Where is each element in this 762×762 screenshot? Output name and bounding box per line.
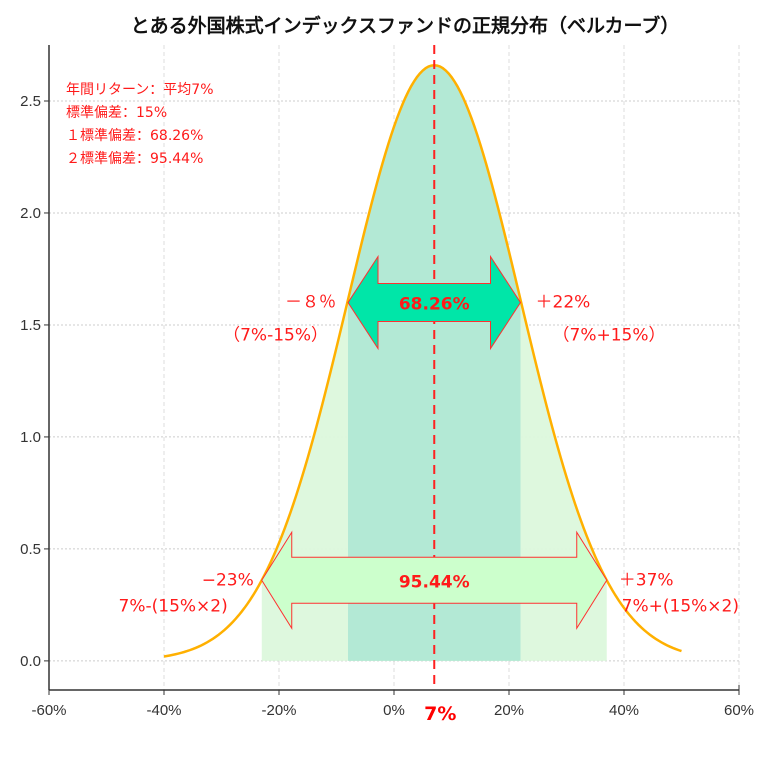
right-label-1sigma: ＋22% — [536, 293, 591, 313]
y-tick-label: 0.5 — [20, 541, 41, 558]
y-tick-label: 2.0 — [20, 205, 41, 222]
y-tick-label: 1.5 — [20, 317, 41, 334]
arrow-label-1sigma: 68.26% — [399, 295, 470, 315]
right-label-2sigma: ＋37% — [619, 570, 674, 590]
x-tick-label: 0% — [383, 702, 405, 719]
x-tick-label: -20% — [261, 702, 296, 719]
x-tick-label: 40% — [609, 702, 639, 719]
x-tick-label: 60% — [724, 702, 754, 719]
x-tick-label: -60% — [31, 702, 66, 719]
axes: -60% -40% -20% 0% 20% 40% 60% 0.0 0.5 1.0 1.5 2.0 2.… — [20, 45, 754, 725]
left-sublabel-1sigma: （7%-15%） — [223, 326, 328, 346]
arrow-2sigma — [261, 530, 608, 631]
chart-title: とある外国株式インデックスファンドの正規分布（ベルカーブ） — [131, 14, 680, 37]
annotation-1sigma: １標準偏差：68.26% — [66, 128, 203, 144]
arrow-1sigma — [347, 254, 522, 351]
x-tick-label: -40% — [146, 702, 181, 719]
annotation-std: 標準偏差：15% — [66, 105, 167, 121]
mean-tick-label: 7% — [424, 703, 456, 725]
left-label-1sigma: －８％ — [285, 293, 336, 313]
right-sublabel-2sigma: 7%+(15%×2) — [622, 596, 739, 616]
bell-curve-line — [163, 63, 682, 658]
arrow-label-2sigma: 95.44% — [399, 572, 470, 592]
y-tick-label: 0.0 — [20, 653, 41, 670]
right-sublabel-1sigma: （7%+15%） — [553, 326, 666, 346]
annotation-return: 年間リターン：平均7% — [66, 82, 214, 98]
x-tick-label: 20% — [494, 702, 524, 719]
y-tick-label: 1.0 — [20, 429, 41, 446]
annotation-2sigma: ２標準偏差：95.44% — [66, 151, 203, 167]
y-tick-label: 2.5 — [20, 93, 41, 110]
arrows: 68.26% －８％ （7%-15%） ＋22% （7%+15%） 95.44% −23% 7… — [119, 254, 739, 631]
annotation-box: 年間リターン：平均7% 標準偏差：15% １標準偏差：68.26% ２標準偏差：… — [66, 82, 214, 167]
left-label-2sigma: −23% — [202, 570, 254, 590]
left-sublabel-2sigma: 7%-(15%×2) — [119, 596, 228, 616]
